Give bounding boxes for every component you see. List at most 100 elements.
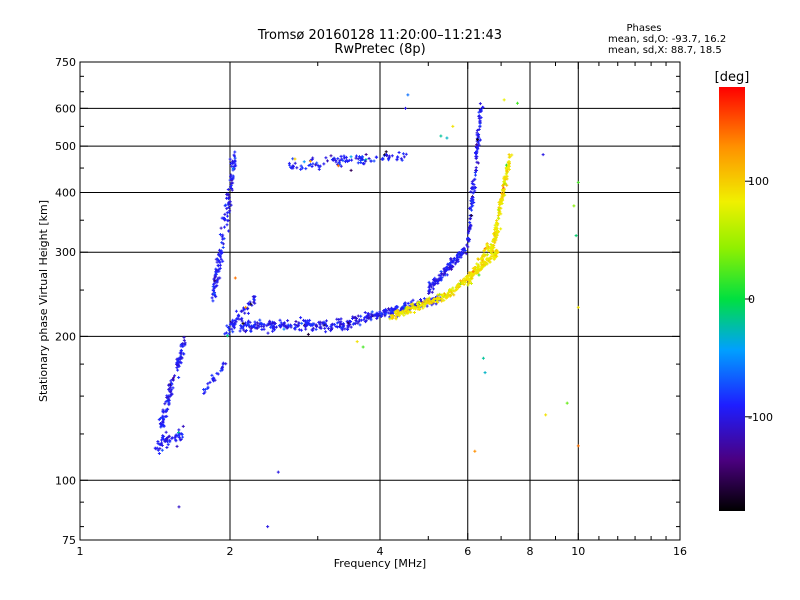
sparse-point — [515, 101, 519, 105]
o-trace-point — [167, 400, 171, 404]
o-trace-point — [245, 306, 249, 310]
x-trace-point — [482, 263, 486, 267]
x-trace-point — [404, 307, 408, 311]
o-trace-point — [215, 371, 219, 375]
o-trace-point — [477, 110, 481, 114]
o-trace-point — [322, 322, 326, 326]
o-trace-point — [345, 158, 349, 162]
o-trace-point — [335, 317, 339, 321]
x-trace-point — [474, 269, 478, 273]
o-trace-point — [203, 390, 207, 394]
o-trace-point — [342, 154, 346, 158]
o-trace-point — [230, 159, 234, 163]
x-trace-point — [479, 257, 483, 261]
x-trace-point — [510, 153, 514, 157]
o-trace-point — [478, 119, 482, 123]
o-trace-point — [162, 438, 166, 442]
sparse-point — [481, 356, 485, 360]
o-trace-point — [356, 161, 360, 165]
x-trace-point — [445, 295, 449, 299]
grid-lines — [80, 62, 680, 540]
o-trace-point — [444, 266, 448, 270]
o-trace-point — [331, 158, 335, 162]
x-trace-point — [388, 317, 392, 321]
o-trace-point — [237, 314, 241, 318]
o-trace-point — [230, 187, 234, 190]
o-trace-point — [226, 187, 230, 191]
x-trace-point — [435, 300, 439, 304]
o-trace-point — [390, 309, 394, 313]
x-trace-point — [498, 203, 502, 207]
o-trace-point — [357, 155, 361, 159]
o-trace-point — [293, 327, 297, 331]
o-trace-point — [210, 373, 214, 377]
o-trace-point — [212, 289, 216, 293]
o-trace-point — [367, 314, 371, 318]
o-trace-point — [221, 242, 225, 246]
o-trace-point — [340, 157, 344, 161]
o-trace-point — [235, 317, 239, 321]
x-trace-point — [476, 257, 480, 261]
x-trace-point — [469, 281, 473, 285]
o-trace-point — [253, 301, 257, 305]
o-trace-point — [478, 121, 482, 125]
o-trace-point — [468, 220, 472, 224]
o-trace-point — [364, 159, 368, 163]
o-trace-point — [396, 155, 400, 159]
x-tick-label: 16 — [673, 545, 687, 558]
o-trace-point — [208, 380, 212, 384]
o-trace-point — [156, 441, 160, 445]
o-trace-point — [475, 143, 479, 147]
o-trace-point — [362, 318, 366, 322]
o-trace-point — [359, 314, 363, 318]
o-trace-point — [344, 160, 348, 164]
o-trace-point — [227, 229, 231, 233]
o-trace-point — [274, 325, 278, 329]
x-trace-point — [475, 262, 479, 266]
o-trace-point — [387, 156, 391, 160]
o-trace-point — [361, 161, 365, 165]
x-tick-label: 8 — [527, 545, 534, 558]
x-trace-point — [505, 175, 509, 179]
o-trace-point — [210, 296, 214, 300]
o-trace-point — [174, 439, 178, 443]
x-trace-point — [501, 195, 505, 199]
o-trace-point — [448, 267, 452, 271]
o-trace-point — [310, 328, 314, 332]
o-trace-point — [164, 430, 168, 434]
o-trace-point — [440, 272, 444, 276]
o-trace-point — [329, 154, 333, 158]
x-trace-point — [405, 305, 409, 309]
sparse-point — [445, 136, 449, 140]
o-trace-point — [213, 279, 217, 283]
o-trace-point — [167, 387, 171, 391]
x-trace-point — [401, 311, 405, 315]
x-trace-point — [496, 222, 500, 226]
x-trace-point — [423, 304, 427, 308]
o-trace-point — [468, 226, 472, 230]
o-trace-point — [401, 152, 405, 156]
o-trace-point — [353, 322, 357, 326]
o-trace-point — [456, 253, 460, 257]
x-trace-point — [477, 273, 481, 277]
o-trace-point — [179, 361, 183, 365]
x-trace-point — [479, 261, 483, 265]
o-trace-point — [251, 295, 255, 299]
x-trace-point — [493, 223, 497, 227]
sparse-point — [576, 444, 580, 448]
x-trace-point — [502, 180, 506, 184]
o-trace-point — [457, 251, 461, 255]
o-trace-point — [217, 269, 221, 273]
o-trace-point — [287, 163, 291, 167]
o-trace-point — [244, 324, 248, 328]
o-trace-point — [299, 167, 303, 171]
o-trace-point — [240, 309, 244, 313]
x-tick-label: 10 — [571, 545, 585, 558]
o-trace-point — [459, 255, 463, 259]
x-trace-point — [496, 229, 500, 233]
o-trace-point — [319, 326, 323, 330]
o-trace-point — [169, 381, 173, 385]
o-trace-point — [166, 443, 170, 447]
o-trace-point — [272, 326, 276, 330]
o-trace-point — [243, 311, 247, 315]
